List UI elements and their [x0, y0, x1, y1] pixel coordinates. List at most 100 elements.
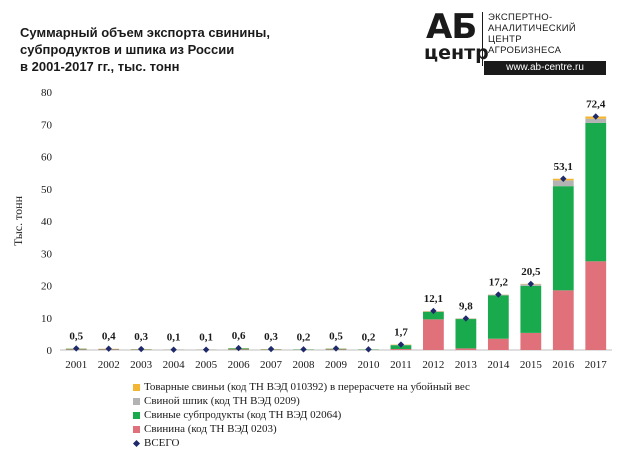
- legend-swatch: [133, 383, 140, 391]
- x-tick-label: 2004: [163, 359, 186, 371]
- x-tick-label: 2011: [390, 359, 412, 371]
- total-marker-2017: [592, 113, 599, 120]
- total-data-label: 0,3: [264, 331, 278, 343]
- x-tick-label: 2008: [293, 359, 316, 371]
- y-tick-label: 0: [47, 345, 53, 357]
- y-tick-label: 70: [41, 119, 53, 131]
- bar-segment-2015-s1: [520, 285, 542, 333]
- y-tick-label: 60: [41, 152, 53, 164]
- chart-legend: Товарные свиньи (код ТН ВЭД 010392) в пе…: [132, 380, 470, 450]
- total-data-label: 72,4: [586, 99, 606, 111]
- total-data-label: 9,8: [459, 300, 473, 312]
- total-marker-2002: [105, 345, 112, 352]
- total-marker-2005: [202, 346, 210, 353]
- bar-segment-2017-s1: [585, 122, 607, 262]
- total-data-label: 0,4: [102, 331, 116, 343]
- logo-text-line-1: ЭКСПЕРТНО-: [488, 12, 553, 23]
- total-marker-2015: [527, 280, 535, 288]
- total-data-label: 0,2: [362, 331, 376, 343]
- total-data-label: 0,1: [167, 332, 181, 344]
- total-data-label: 1,7: [394, 327, 408, 339]
- bar-segment-2016-s2: [552, 180, 574, 187]
- y-axis-label: Тыс. тонн: [11, 195, 25, 246]
- y-tick-label: 20: [41, 281, 53, 293]
- y-tick-label: 10: [41, 313, 53, 325]
- legend-swatch: [133, 425, 140, 433]
- bar-segment-2013-s0: [455, 348, 477, 350]
- total-data-label: 20,5: [521, 266, 541, 278]
- legend-item-series-3: Товарные свиньи (код ТН ВЭД 010392) в пе…: [133, 380, 470, 394]
- legend-item-series-1: Свиные субпродукты (код ТН ВЭД 02064): [133, 408, 470, 422]
- bar-segment-2016-s0: [552, 290, 574, 350]
- total-marker-2009: [332, 345, 340, 352]
- total-marker-2012: [430, 307, 437, 315]
- y-tick-label: 50: [41, 184, 53, 196]
- logo-text-line-4: АГРОБИЗНЕСА: [488, 45, 562, 56]
- bar-segment-2017-s0: [585, 261, 607, 350]
- chart-title-line-2: субпродуктов и шпика из России: [20, 42, 235, 57]
- y-tick-label: 40: [41, 216, 53, 228]
- bar-segment-2015-s0: [520, 332, 542, 350]
- total-marker-2008: [300, 346, 307, 353]
- x-tick-label: 2001: [65, 359, 87, 371]
- y-tick-label: 30: [41, 248, 53, 260]
- bar-segment-2013-s1: [455, 319, 477, 349]
- total-data-label: 0,1: [199, 332, 213, 344]
- chart-title-line-1: Суммарный объем экспорта свинины,: [20, 25, 270, 40]
- total-marker-2006: [235, 344, 242, 352]
- x-tick-label: 2003: [130, 359, 153, 371]
- legend-item-series-0: Свинина (код ТН ВЭД 0203): [133, 422, 470, 436]
- legend-item-series-2: Свиной шпик (код ТН ВЭД 0209): [133, 394, 470, 408]
- total-marker-2003: [137, 345, 145, 353]
- total-marker-2011: [397, 341, 405, 348]
- total-data-label: 53,1: [554, 161, 573, 173]
- x-tick-label: 2009: [325, 359, 348, 371]
- total-data-label: 0,3: [134, 331, 148, 343]
- x-tick-label: 2017: [585, 359, 608, 371]
- x-tick-label: 2013: [455, 359, 478, 371]
- bar-segment-2016-s1: [552, 186, 574, 291]
- x-tick-label: 2014: [487, 359, 510, 371]
- legend-label: Свинина (код ТН ВЭД 0203): [144, 423, 277, 435]
- bar-segment-2017-s2: [585, 118, 607, 123]
- chart-title: Суммарный объем экспорта свинины, субпро…: [20, 24, 340, 75]
- total-data-label: 0,5: [329, 330, 343, 342]
- legend-swatch: [133, 397, 140, 405]
- legend-swatch: [133, 411, 140, 419]
- legend-item-total: ВСЕГО: [132, 436, 470, 450]
- total-marker-2010: [365, 346, 372, 353]
- legend-label: ВСЕГО: [144, 437, 180, 449]
- ab-centre-logo: АБ центр ЭКСПЕРТНО- АНАЛИТИЧЕСКИЙ ЦЕНТР …: [418, 8, 608, 76]
- legend-marker-diamond: [132, 439, 141, 447]
- total-data-label: 17,2: [489, 277, 509, 289]
- legend-label: Свиной шпик (код ТН ВЭД 0209): [144, 395, 300, 407]
- logo-divider: [482, 12, 483, 66]
- chart-title-line-3: в 2001-2017 гг., тыс. тонн: [20, 59, 180, 74]
- total-marker-2001: [73, 345, 80, 352]
- x-tick-label: 2012: [422, 359, 444, 371]
- total-data-label: 0,2: [297, 331, 311, 343]
- logo-mark-top: АБ: [426, 7, 477, 47]
- x-tick-label: 2002: [98, 359, 120, 371]
- legend-label: Свиные субпродукты (код ТН ВЭД 02064): [144, 409, 342, 421]
- total-marker-2013: [462, 315, 470, 322]
- total-marker-2016: [560, 175, 567, 182]
- logo-mark-bottom: центр: [424, 42, 489, 64]
- total-data-label: 0,6: [232, 330, 246, 342]
- legend-label: Товарные свиньи (код ТН ВЭД 010392) в пе…: [144, 381, 470, 393]
- logo-url: www.ab-centre.ru: [484, 61, 606, 75]
- total-data-label: 12,1: [424, 293, 443, 305]
- x-tick-label: 2006: [228, 359, 251, 371]
- bar-segment-2012-s0: [423, 319, 444, 350]
- x-tick-label: 2005: [195, 359, 218, 371]
- total-marker-2007: [267, 345, 275, 353]
- total-marker-2014: [495, 291, 502, 298]
- logo-text-line-2: АНАЛИТИЧЕСКИЙ: [488, 23, 577, 34]
- x-tick-label: 2007: [260, 359, 283, 371]
- bar-segment-2011-s0: [390, 349, 412, 350]
- x-tick-label: 2010: [357, 359, 380, 371]
- bar-segment-2014-s1: [487, 295, 509, 339]
- bar-segment-2014-s0: [487, 338, 509, 350]
- total-marker-2004: [170, 346, 177, 353]
